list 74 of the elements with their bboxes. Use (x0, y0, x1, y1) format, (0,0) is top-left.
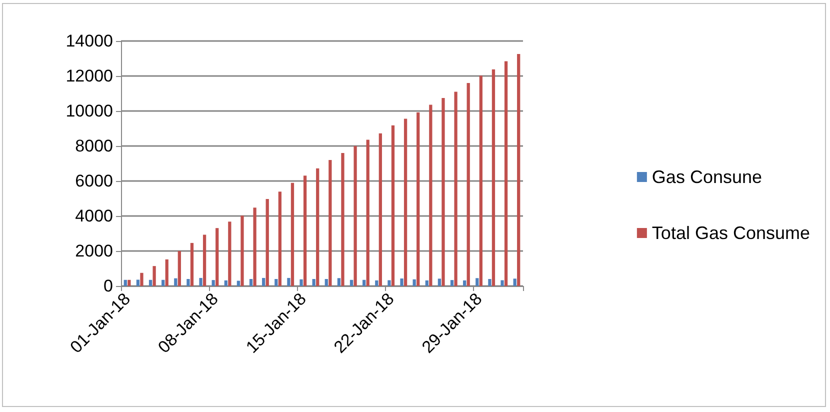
bar (350, 280, 354, 286)
bar (165, 259, 168, 286)
bar (212, 280, 215, 286)
bar (178, 251, 181, 286)
y-tick-label: 4000 (75, 206, 113, 226)
bar (128, 280, 131, 286)
bar (400, 278, 404, 286)
bar (438, 278, 442, 286)
bar (136, 280, 140, 286)
bar (354, 146, 357, 286)
bar (253, 208, 256, 286)
bar (375, 280, 378, 286)
bar (303, 176, 307, 286)
bar (378, 133, 382, 286)
bar (500, 280, 504, 286)
bar (454, 92, 458, 286)
bar (186, 279, 190, 286)
bar (152, 266, 156, 286)
bar (236, 280, 240, 286)
bar (199, 278, 202, 286)
bar (290, 182, 294, 286)
bar (337, 278, 341, 286)
bar (488, 279, 492, 286)
bar (240, 216, 244, 286)
bar (504, 61, 508, 286)
bar (124, 280, 127, 286)
bar (287, 278, 290, 286)
bar (479, 76, 482, 286)
bar (202, 234, 206, 286)
bar (224, 280, 228, 286)
bar (216, 228, 219, 286)
legend-label: Total Gas Consume (652, 223, 810, 243)
y-tick-label: 10000 (66, 102, 113, 120)
bar (463, 280, 466, 286)
bar (266, 199, 269, 286)
bar (228, 222, 232, 286)
bar (324, 279, 328, 286)
bar (162, 280, 165, 286)
bar (416, 112, 420, 286)
bar (274, 279, 278, 286)
bar (366, 140, 370, 286)
y-tick-label: 2000 (75, 242, 113, 260)
bar (316, 168, 320, 286)
bar (328, 160, 332, 286)
bar (466, 83, 470, 286)
bar (425, 280, 428, 286)
y-tick-label: 8000 (75, 136, 113, 156)
bar (249, 279, 253, 286)
bar (404, 118, 408, 286)
bar (517, 54, 520, 286)
bar (388, 280, 391, 286)
bar (442, 98, 445, 286)
bar (391, 125, 395, 286)
y-tick-label: 6000 (75, 172, 113, 190)
bar (476, 278, 479, 286)
bar (140, 272, 144, 286)
bar (513, 278, 516, 286)
y-tick-label: 12000 (66, 66, 113, 86)
bar (429, 104, 432, 286)
bar (174, 278, 178, 286)
bar (412, 279, 416, 286)
y-tick-label: 14000 (66, 32, 113, 50)
bar (450, 280, 454, 286)
y-tick-label: 0 (104, 276, 113, 296)
bar (362, 280, 366, 286)
bar (341, 153, 344, 286)
bar (148, 280, 152, 286)
bar (262, 278, 266, 286)
bar (190, 242, 194, 286)
bar (278, 192, 282, 286)
bar (312, 279, 316, 286)
legend-label: Gas Consune (652, 167, 762, 187)
bar (300, 279, 303, 286)
bar (492, 69, 496, 286)
